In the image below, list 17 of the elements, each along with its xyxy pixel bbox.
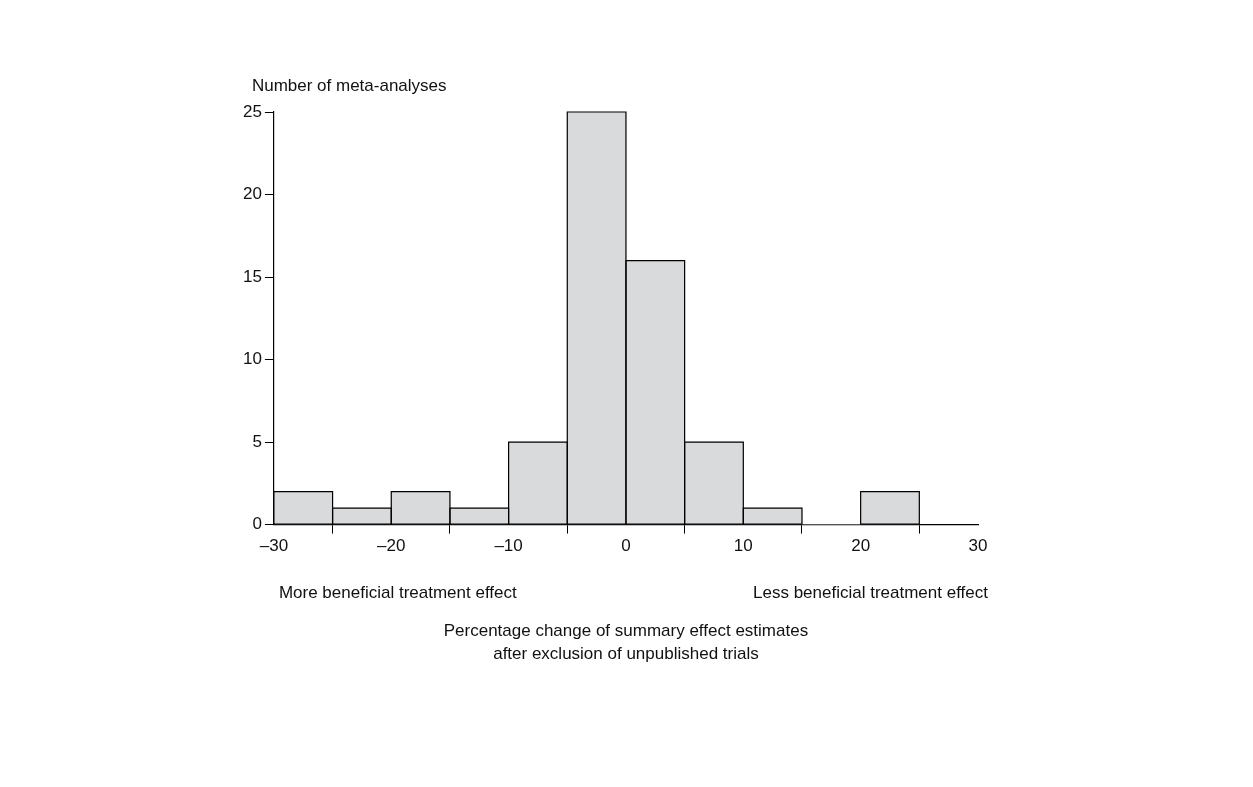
x-tick-label: –10 xyxy=(494,536,523,556)
x-tick-label: 20 xyxy=(851,536,871,556)
x-tick-label: 10 xyxy=(733,536,753,556)
text: Less beneficial treatment effect xyxy=(753,582,988,603)
y-tick-label: 15 xyxy=(242,266,262,286)
y-tick-label: 20 xyxy=(242,184,262,204)
x-axis-title: Percentage change of summary effect estimates after exclusion of unpublished trials xyxy=(442,619,810,665)
text: More beneficial treatment effect xyxy=(278,582,517,603)
y-tick-label: 10 xyxy=(242,349,262,369)
x-tick-label: 0 xyxy=(621,536,631,556)
y-tick-label: 25 xyxy=(242,101,262,121)
y-axis-title: Number of meta-analyses xyxy=(251,76,447,96)
x-tick-label: –30 xyxy=(259,536,289,556)
y-tick-label: 5 xyxy=(252,431,262,451)
y-tick-label: 0 xyxy=(252,514,262,534)
x-tick-label: –20 xyxy=(377,536,406,556)
x-tick-label: 30 xyxy=(968,536,988,556)
